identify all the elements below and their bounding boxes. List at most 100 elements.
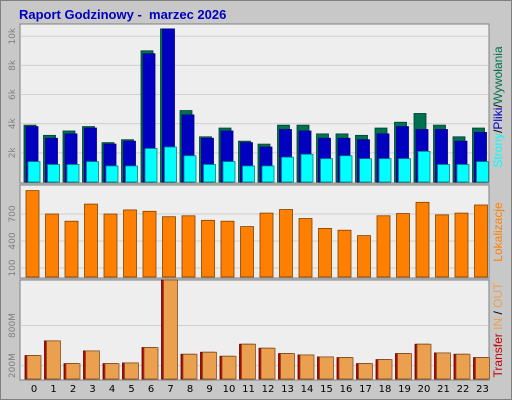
bar-kbytes-out [436, 352, 451, 380]
y-tick-label: 2k [8, 147, 18, 159]
x-tick-label: 23 [476, 384, 489, 395]
y-tick-label: 4k [8, 117, 18, 129]
bar-kbytes-out [319, 356, 334, 380]
bar-pages [27, 161, 41, 183]
bar-pages [398, 158, 411, 183]
bar-kbytes-out [260, 347, 276, 380]
legend-transfer-label: Transfer [491, 333, 505, 377]
bar-pages [378, 158, 392, 183]
bar-sites [201, 219, 215, 278]
bar-kbytes-out [416, 343, 432, 380]
x-tick-label: 8 [187, 384, 193, 395]
bar-pages [339, 155, 353, 183]
bar-pages [183, 155, 197, 183]
bar-kbytes-out [182, 353, 198, 380]
x-tick-label: 5 [128, 384, 134, 395]
x-tick-label: 14 [301, 384, 314, 395]
x-tick-label: 6 [148, 384, 154, 395]
bar-kbytes-out [143, 347, 159, 380]
bar-pages [456, 164, 470, 183]
legend-sites: Lokalizacje [491, 202, 505, 262]
bar-pages [261, 165, 275, 183]
bar-sites [396, 213, 410, 278]
bar-sites [64, 220, 79, 278]
legend-sep-1: / [491, 129, 505, 133]
bar-sites [123, 209, 137, 278]
bar-pages [300, 153, 314, 183]
x-tick-label: 19 [398, 384, 411, 395]
bar-pages [144, 148, 158, 183]
bar-sites [415, 201, 430, 278]
bar-sites [181, 215, 196, 278]
legend-hits: Wywołania [491, 46, 505, 104]
x-tick-label: 9 [206, 384, 212, 395]
x-tick-label: 1 [50, 384, 56, 395]
legend-in: IN [491, 318, 505, 330]
bar-sites [84, 203, 98, 278]
legend-files: Pliki [491, 108, 505, 130]
y-tick-label: 8k [8, 59, 18, 71]
bar-kbytes-out [358, 363, 373, 380]
x-tick-label: 10 [223, 384, 236, 395]
bar-pages [476, 161, 489, 183]
bar-sites [357, 235, 371, 278]
bar-sites [435, 214, 449, 278]
bar-sites [162, 216, 176, 278]
y-tick-label: 100 [8, 259, 18, 276]
bar-sites [142, 210, 157, 278]
bar-pages [164, 146, 177, 183]
x-tick-label: 12 [262, 384, 275, 395]
x-tick-label: 13 [281, 384, 294, 395]
bar-sites [259, 212, 274, 278]
report-month: marzec 2026 [149, 7, 227, 22]
legend-pages: Strony [491, 133, 505, 168]
bar-kbytes-out [163, 279, 178, 380]
bar-kbytes-out [124, 362, 139, 380]
bar-sites [337, 229, 352, 278]
bar-kbytes-out [85, 350, 100, 380]
panel-2 [19, 184, 490, 279]
bar-pages [47, 164, 60, 183]
y-tick-label: 800M [8, 313, 18, 338]
bar-pages [417, 150, 431, 183]
bar-pages [203, 164, 216, 183]
y-tick-label: 400 [8, 232, 18, 249]
bar-pages [125, 165, 138, 183]
y-tick-label: 200M [8, 353, 18, 378]
x-tick-label: 4 [109, 384, 115, 395]
x-tick-label: 21 [437, 384, 450, 395]
bar-pages [222, 161, 236, 183]
bar-sites [318, 227, 332, 278]
bar-pages [242, 165, 255, 183]
bar-kbytes-out [46, 340, 61, 380]
bar-pages [437, 164, 450, 183]
x-tick-label: 16 [340, 384, 353, 395]
x-tick-label: 17 [359, 384, 372, 395]
bar-kbytes-out [299, 354, 315, 380]
y-tick-label: 700 [8, 205, 18, 222]
bar-sites [454, 212, 469, 278]
legend-transfer: Transfer IN / OUT [491, 282, 505, 378]
bar-sites [240, 226, 254, 278]
report-name: Raport Godzinowy - [19, 7, 142, 22]
bar-sites [376, 215, 391, 278]
x-tick-label: 20 [418, 384, 431, 395]
y-tick-label: 6k [8, 88, 18, 100]
bar-kbytes-out [65, 363, 81, 380]
bar-kbytes-out [455, 353, 471, 380]
bar-kbytes-out [104, 363, 120, 380]
bar-kbytes-out [475, 357, 490, 380]
bar-sites [279, 209, 293, 278]
bar-pages [281, 156, 294, 183]
bar-pages [86, 161, 99, 183]
bar-kbytes-out [221, 355, 237, 380]
bar-kbytes-out [26, 355, 42, 380]
bar-sites [25, 190, 40, 278]
bar-sites [474, 204, 488, 278]
legend-sep-2: / [491, 104, 505, 108]
bar-pages [359, 158, 372, 183]
bar-kbytes-out [338, 357, 354, 380]
bar-kbytes-out [202, 351, 217, 380]
bar-kbytes-out [377, 359, 393, 380]
bar-sites [220, 220, 235, 278]
